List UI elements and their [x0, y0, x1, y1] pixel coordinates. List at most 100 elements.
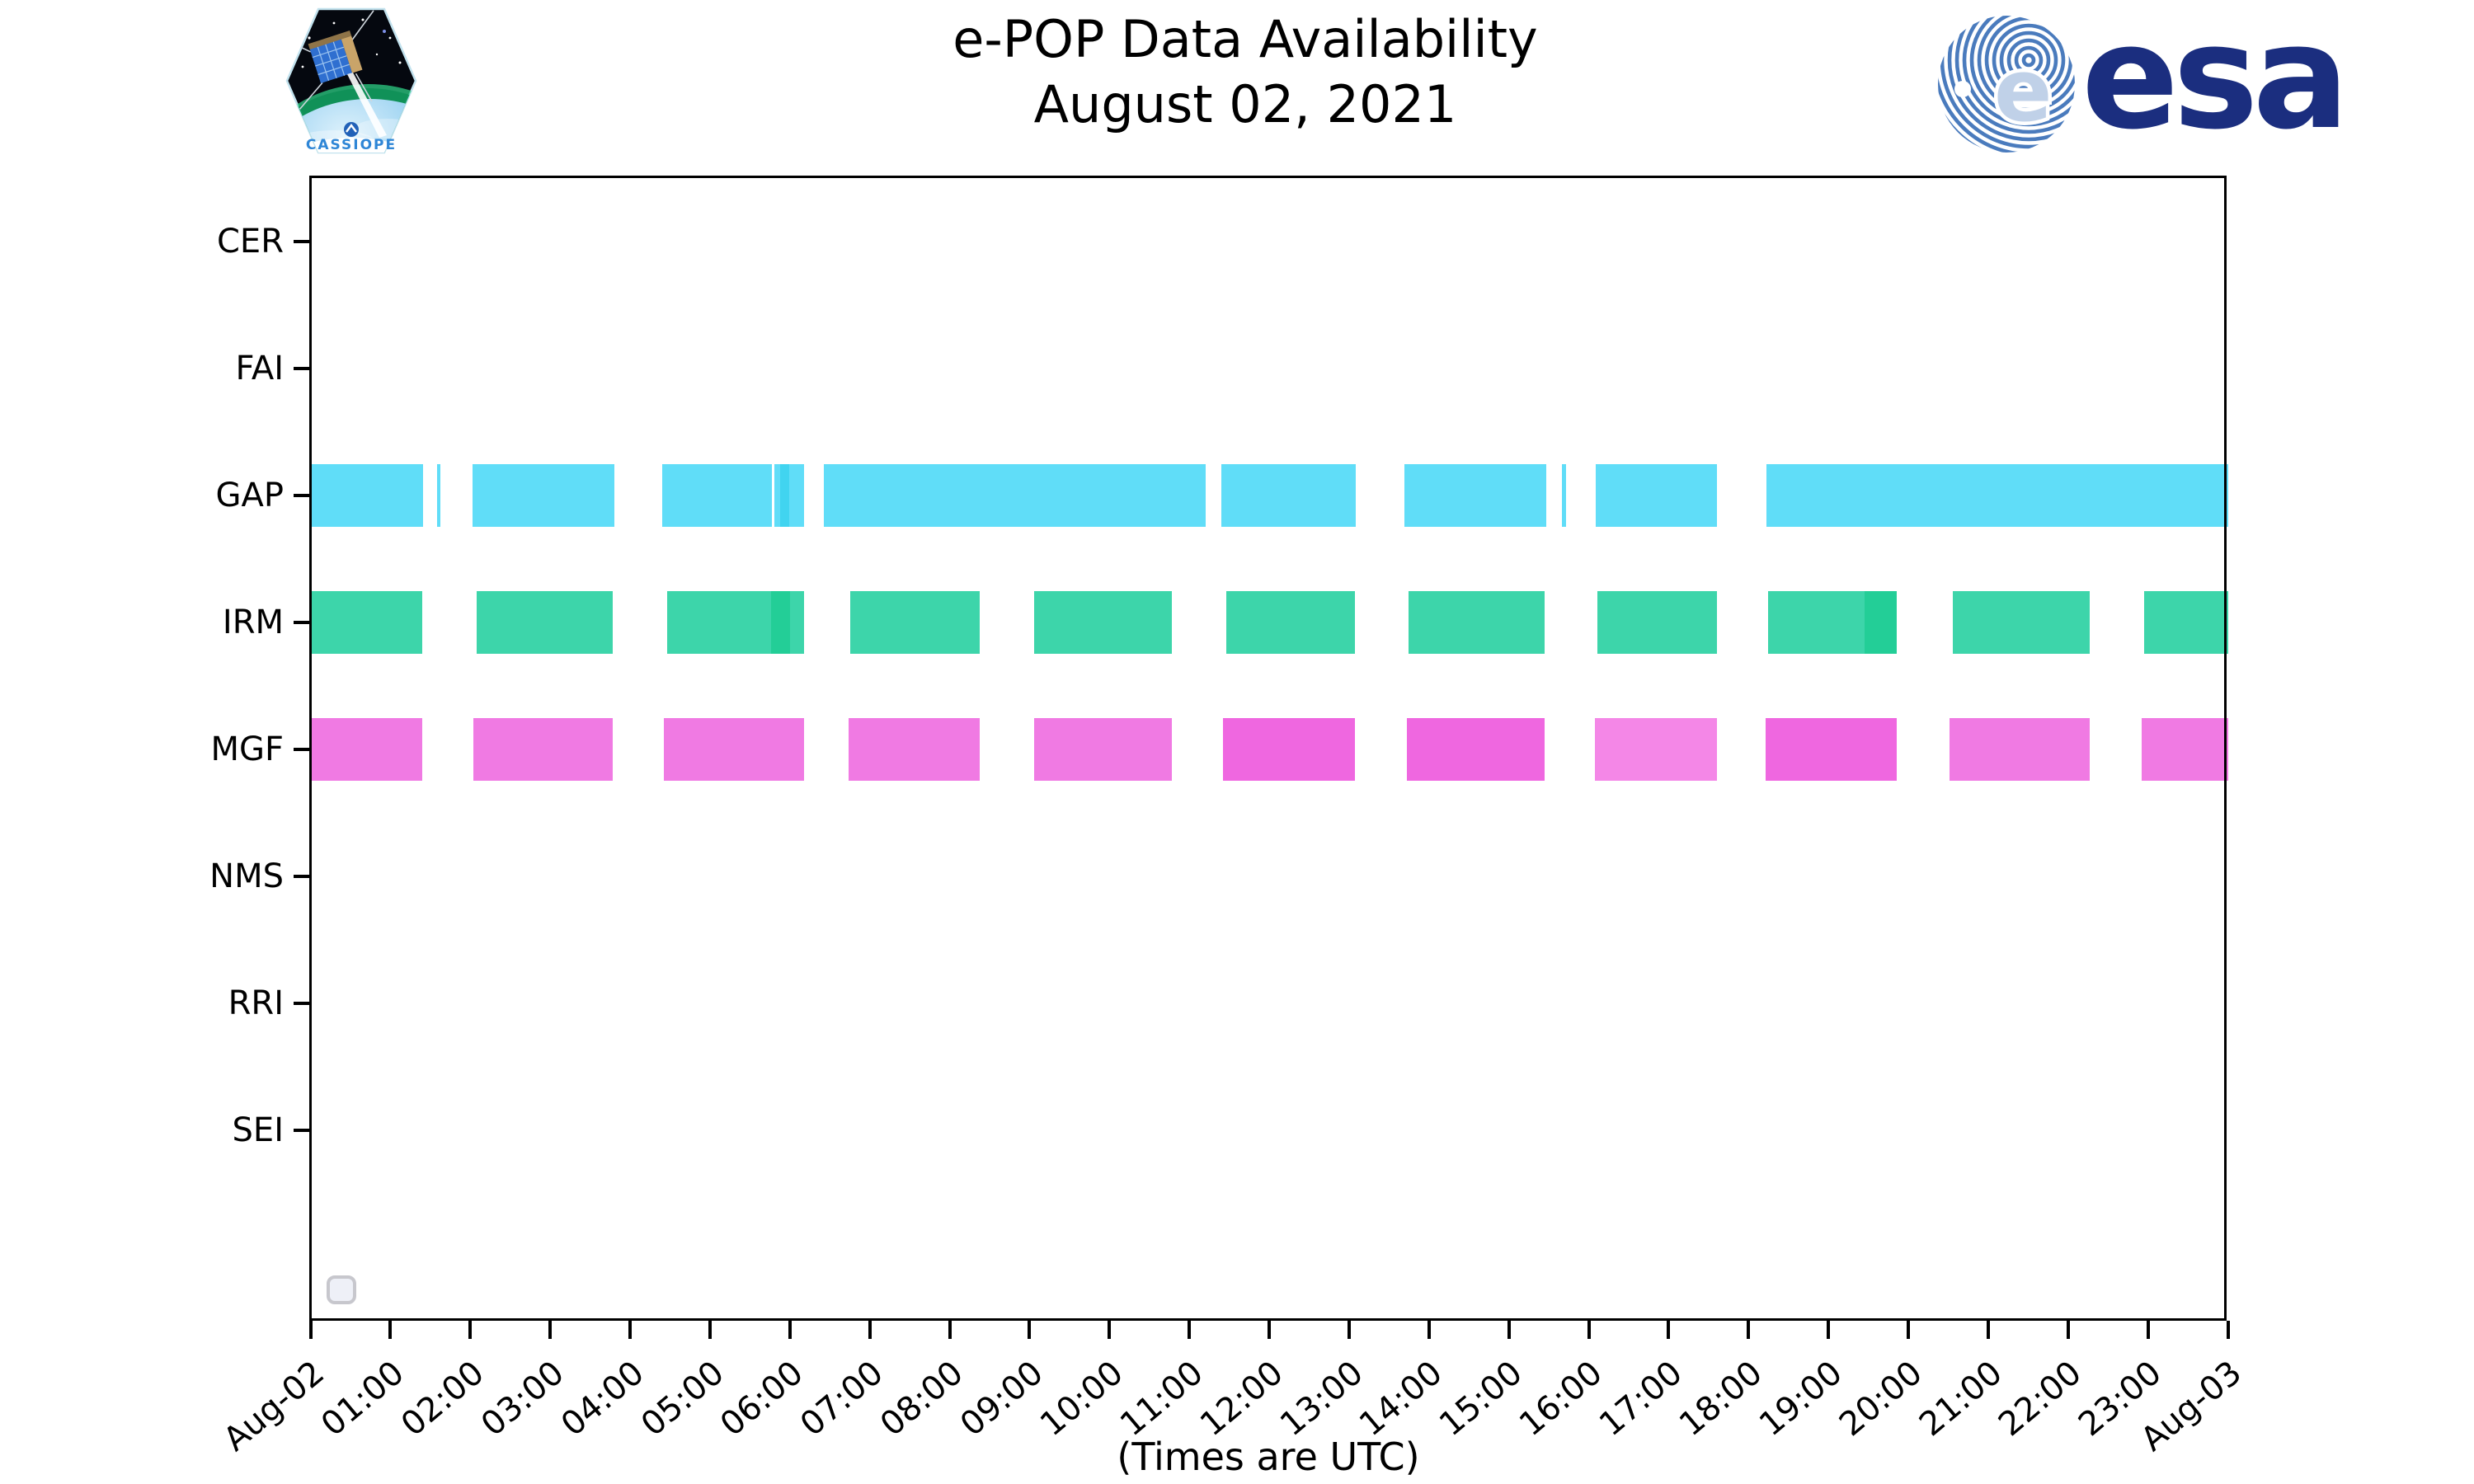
cassiope-mission-patch: CASSIOPE: [285, 5, 418, 157]
x-tick: [1268, 1321, 1271, 1339]
y-tick-label-fai: FAI: [235, 350, 285, 387]
y-tick-label-rri: RRI: [228, 984, 284, 1022]
x-tick: [1827, 1321, 1831, 1339]
x-tick: [388, 1321, 393, 1339]
x-tick: [2226, 1321, 2230, 1339]
availability-bar-gap: [473, 464, 614, 527]
cassiope-patch-label: CASSIOPE: [306, 137, 397, 153]
x-tick-label: 10:00: [1032, 1354, 1131, 1444]
availability-bar-gap: [661, 464, 773, 527]
availability-bar-gap: [788, 464, 805, 527]
availability-bar-irm: [1864, 591, 1898, 654]
y-tick: [294, 1002, 310, 1005]
availability-bar-irm: [1768, 591, 1865, 654]
x-tick-label: 18:00: [1672, 1354, 1770, 1444]
x-tick: [2066, 1321, 2070, 1339]
y-tick-label-cer: CER: [217, 223, 284, 261]
availability-bar-irm: [477, 591, 613, 654]
x-tick: [468, 1321, 473, 1339]
availability-bar-irm: [1408, 591, 1545, 654]
x-tick: [1188, 1321, 1192, 1339]
x-tick-label: 15:00: [1432, 1354, 1531, 1444]
x-axis-label: (Times are UTC): [1117, 1435, 1420, 1479]
x-tick: [308, 1321, 313, 1339]
esa-logo: e e esa: [1936, 0, 2398, 162]
x-tick-label: 05:00: [633, 1354, 731, 1444]
x-tick-label: 08:00: [873, 1354, 971, 1444]
y-tick: [294, 240, 310, 243]
x-tick: [628, 1321, 632, 1339]
x-tick: [1507, 1321, 1511, 1339]
availability-bar-gap: [1221, 464, 1356, 527]
y-tick: [294, 494, 310, 497]
x-tick: [1667, 1321, 1671, 1339]
availability-bar-irm: [310, 591, 423, 654]
chart-title-line1: e-POP Data Availability: [952, 9, 1538, 69]
availability-bar-gap: [780, 464, 789, 527]
y-tick: [294, 875, 310, 878]
availability-bar-gap: [436, 464, 441, 527]
x-tick-label: 20:00: [1832, 1354, 1930, 1444]
x-tick: [2146, 1321, 2150, 1339]
availability-bar-irm: [1953, 591, 2090, 654]
chart-title-line2: August 02, 2021: [1033, 74, 1457, 135]
availability-bar-mgf: [1950, 718, 2090, 781]
availability-bar-gap: [1404, 464, 1547, 527]
x-tick-label: 06:00: [713, 1354, 811, 1444]
x-tick-label: 17:00: [1592, 1354, 1690, 1444]
x-tick-label: 09:00: [953, 1354, 1051, 1444]
x-tick: [788, 1321, 792, 1339]
esa-wordmark: esa: [2081, 0, 2349, 162]
x-tick: [1427, 1321, 1431, 1339]
availability-bar-irm: [2143, 591, 2228, 654]
y-tick: [294, 621, 310, 624]
esa-globe-icon: e e: [1938, 16, 2075, 153]
x-tick-label: 11:00: [1112, 1354, 1211, 1444]
availability-bar-mgf: [663, 718, 805, 781]
x-tick-label: 01:00: [314, 1354, 412, 1444]
x-tick: [1907, 1321, 1910, 1339]
availability-bar-irm: [1225, 591, 1355, 654]
availability-bar-mgf: [310, 718, 423, 781]
availability-bar-mgf: [2141, 718, 2228, 781]
empty-legend-box: [327, 1275, 356, 1304]
availability-bar-mgf: [849, 718, 981, 781]
x-tick-label: 12:00: [1192, 1354, 1291, 1444]
svg-text:e: e: [1994, 40, 2053, 141]
x-tick-label: 13:00: [1272, 1354, 1371, 1444]
y-tick-label-gap: GAP: [215, 477, 284, 514]
availability-bar-irm: [666, 591, 771, 654]
x-tick-label: 03:00: [473, 1354, 571, 1444]
availability-bar-mgf: [1595, 718, 1717, 781]
x-tick-label: 16:00: [1512, 1354, 1611, 1444]
cassiope-patch-icon: CASSIOPE: [285, 7, 417, 154]
availability-bar-gap: [824, 464, 1206, 527]
x-tick: [548, 1321, 553, 1339]
x-tick: [708, 1321, 712, 1339]
x-tick-label: 21:00: [1912, 1354, 2010, 1444]
availability-bar-irm: [1034, 591, 1172, 654]
y-tick: [294, 748, 310, 751]
availability-bar-gap: [1596, 464, 1717, 527]
availability-bar-gap: [1561, 464, 1567, 527]
availability-bar-irm: [1597, 591, 1717, 654]
x-tick: [1347, 1321, 1351, 1339]
availability-bar-gap: [774, 464, 781, 527]
availability-bar-gap: [1766, 464, 2228, 527]
y-tick-label-irm: IRM: [222, 603, 284, 641]
availability-bar-irm: [770, 591, 790, 654]
x-tick: [1028, 1321, 1032, 1339]
y-tick-label-sei: SEI: [232, 1111, 284, 1149]
y-tick-label-mgf: MGF: [210, 730, 284, 768]
availability-bar-irm: [850, 591, 981, 654]
x-tick-label: 02:00: [393, 1354, 492, 1444]
svg-text:e: e: [1994, 40, 2053, 141]
x-tick: [1986, 1321, 1990, 1339]
availability-bar-mgf: [473, 718, 613, 781]
x-tick-label: 07:00: [793, 1354, 891, 1444]
y-tick-label-nms: NMS: [209, 857, 284, 895]
availability-bar-gap: [310, 464, 424, 527]
availability-bar-irm: [789, 591, 805, 654]
